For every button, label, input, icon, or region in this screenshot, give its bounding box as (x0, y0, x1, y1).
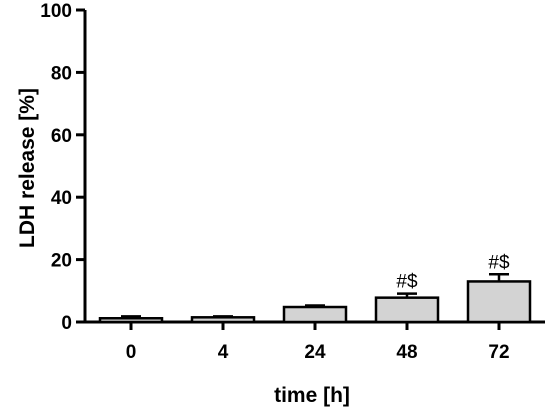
bars: #$ #$ (98, 252, 532, 324)
bar-0 (98, 317, 164, 324)
y-axis-title: LDH release [%] (16, 88, 39, 248)
x-tick-label-0: 0 (126, 342, 137, 363)
bar-48 (374, 296, 440, 324)
y-tick-label: 20 (51, 251, 72, 272)
x-axis: 0 4 24 48 72 (83, 320, 545, 363)
x-axis-title: time [h] (274, 384, 350, 407)
y-tick-label: 40 (51, 188, 72, 209)
x-tick-label-72: 72 (488, 342, 509, 363)
y-tick-label: 0 (61, 313, 72, 334)
significance-annotation-72: #$ (488, 252, 510, 273)
bar-24 (282, 305, 348, 324)
x-tick-label-48: 48 (396, 342, 417, 363)
y-tick-label: 60 (51, 126, 72, 147)
y-tick-label: 100 (40, 1, 72, 22)
y-axis: 0 20 40 60 80 100 (40, 1, 87, 334)
bar-4 (190, 316, 256, 324)
bar-72 (466, 280, 532, 324)
x-tick-label-24: 24 (304, 342, 326, 363)
significance-annotation-48: #$ (396, 272, 418, 293)
y-tick-label: 80 (51, 63, 72, 84)
x-tick-label-4: 4 (218, 342, 229, 363)
